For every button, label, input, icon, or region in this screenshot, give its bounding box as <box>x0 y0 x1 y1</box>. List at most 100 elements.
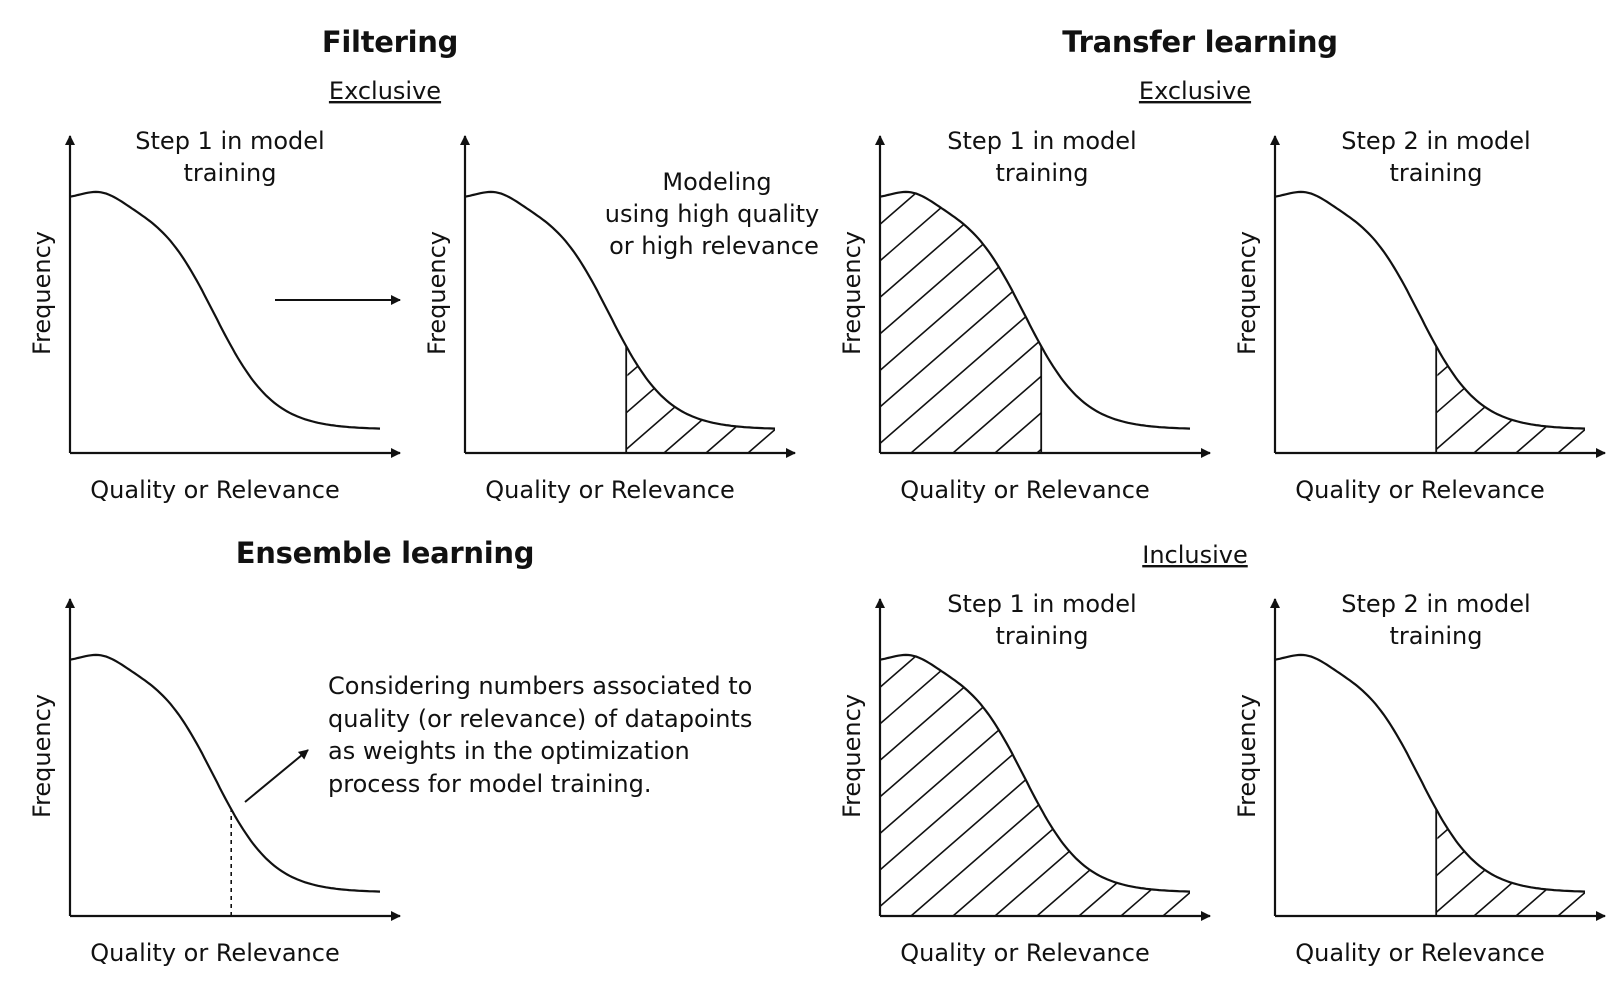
ensemble-pointer-arrow <box>244 749 309 803</box>
hatch-line <box>1436 349 1585 453</box>
modeling-label-line-2: using high quality <box>605 200 820 228</box>
x-axis-label: Quality or Relevance <box>90 476 339 504</box>
ensemble-note-line-2: quality (or relevance) of datapoints <box>328 705 752 733</box>
panel-filter-2: Quality or Relevance Frequency <box>423 135 1393 504</box>
y-axis-label: Frequency <box>423 231 451 355</box>
hatch-line <box>970 611 1321 916</box>
y-axis-label: Frequency <box>838 694 866 818</box>
hatch-line <box>1120 654 1190 916</box>
y-axis-label: Frequency <box>1233 231 1261 355</box>
hatch-line <box>1331 148 1614 453</box>
hatch-line <box>1415 148 1614 453</box>
hatch-line <box>1373 148 1614 453</box>
hatch-line <box>910 191 1042 453</box>
hatch-line <box>1289 148 1614 453</box>
modeling-label-line-3: or high relevance <box>609 232 819 260</box>
ensemble-note-line-4: process for model training. <box>328 770 651 798</box>
hatch-line <box>1457 148 1614 453</box>
hatch-line <box>1289 611 1614 916</box>
modeling-label-line-1: Modeling <box>662 168 771 196</box>
hatch-line <box>1054 611 1405 916</box>
hatch-line <box>1436 349 1585 453</box>
hatch-line <box>880 191 969 453</box>
distribution-curve <box>1274 190 1586 430</box>
hatch-line <box>1436 349 1585 453</box>
panel-transfer-ex-2: Quality or Relevance Frequency Step 2 in m… <box>1054 127 1614 504</box>
y-axis-label: Frequency <box>28 694 56 818</box>
hatch-line <box>1515 812 1585 916</box>
hatch-line <box>832 148 1183 453</box>
ensemble-learning-heading: Ensemble learning <box>236 536 534 570</box>
hatch-line <box>1121 148 1472 453</box>
x-axis-label: Quality or Relevance <box>900 476 1149 504</box>
x-axis-label: Quality or Relevance <box>90 939 339 967</box>
hatch-line <box>1000 148 1351 453</box>
hatch-line <box>1436 349 1585 453</box>
hatch-line <box>880 654 1190 916</box>
filtering-exclusive-subheading: Exclusive <box>329 77 441 105</box>
hatch-line <box>1515 349 1585 453</box>
hatch-line <box>1436 349 1585 453</box>
hatch-region <box>880 611 1614 916</box>
hatch-line <box>880 654 969 916</box>
x-axis-label: Quality or Relevance <box>485 476 734 504</box>
hatch-line <box>1436 812 1585 916</box>
hatch-line <box>1436 349 1448 453</box>
hatch-line <box>874 148 1225 453</box>
step1-label-line-1: Step 1 in model <box>947 590 1136 618</box>
x-axis-label: Quality or Relevance <box>1295 939 1544 967</box>
step1-label-line-2: training <box>996 622 1089 650</box>
hatch-line <box>1436 812 1585 916</box>
hatch-line <box>880 191 1042 453</box>
panel-filter-1: Quality or Relevance Frequency Step 1 in m… <box>28 127 401 504</box>
hatch-line <box>1436 812 1585 916</box>
hatch-line <box>1042 148 1393 453</box>
distribution-curve <box>69 190 381 430</box>
hatch-line <box>880 654 1053 916</box>
hatch-line <box>1162 654 1190 916</box>
hatch-line <box>1436 812 1448 916</box>
y-axis-label: Frequency <box>28 231 56 355</box>
ensemble-note-line-3: as weights in the optimization <box>328 737 690 765</box>
distribution-curve <box>464 190 776 430</box>
hatch-line <box>1473 349 1585 453</box>
distribution-curve <box>69 653 381 893</box>
step1-label-line-1: Step 1 in model <box>135 127 324 155</box>
hatch-line <box>910 654 1190 916</box>
step1-label-line-2: training <box>996 159 1089 187</box>
hatch-line <box>747 349 775 453</box>
hatch-line <box>1600 611 1614 916</box>
hatch-line <box>1600 148 1614 453</box>
transfer-inclusive-subheading: Inclusive <box>1142 541 1248 569</box>
step2-label-line-2: training <box>1390 159 1483 187</box>
x-axis-label: Quality or Relevance <box>900 939 1149 967</box>
hatch-line <box>1247 611 1598 916</box>
hatch-line <box>1163 148 1514 453</box>
hatch-line <box>880 191 1042 453</box>
step1-label-line-1: Step 1 in model <box>947 127 1136 155</box>
x-axis-label: Quality or Relevance <box>1295 476 1544 504</box>
hatch-line <box>880 191 1042 453</box>
panels-group: Quality or Relevance Frequency Step 1 in m… <box>28 127 1614 967</box>
hatch-line <box>880 654 1011 916</box>
hatch-line <box>1373 611 1614 916</box>
hatch-line <box>1054 148 1405 453</box>
hatch-line <box>1557 349 1585 453</box>
distribution-curve <box>879 653 1191 893</box>
y-axis-label: Frequency <box>838 231 866 355</box>
step2-label-line-1: Step 2 in model <box>1341 590 1530 618</box>
hatch-line <box>1331 611 1614 916</box>
hatch-line <box>1436 812 1585 916</box>
transfer-exclusive-subheading: Exclusive <box>1139 77 1251 105</box>
hatch-line <box>1415 611 1614 916</box>
step2-label-line-1: Step 2 in model <box>1341 127 1530 155</box>
hatch-line <box>1557 812 1585 916</box>
hatch-line <box>1247 148 1598 453</box>
hatch-line <box>1436 812 1585 916</box>
distribution-curve <box>1274 653 1586 893</box>
panel-ensemble-1: Quality or Relevance Frequency <box>28 598 401 967</box>
ensemble-note-line-1: Considering numbers associated to <box>328 672 752 700</box>
filtering-heading: Filtering <box>322 25 458 59</box>
hatch-line <box>626 349 775 453</box>
